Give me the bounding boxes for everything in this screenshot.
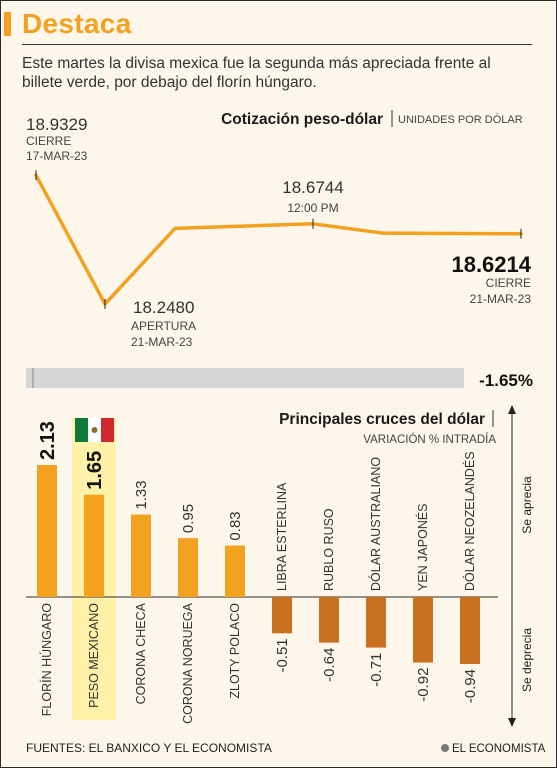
annotation-value-start: 18.9329 <box>26 115 87 134</box>
category-label-yen-japones: YEN JAPONÉS <box>415 503 430 591</box>
category-label-dolar-australiano: DÓLAR AUSTRALIANO <box>368 457 383 591</box>
change-percent: -1.65% <box>479 371 533 390</box>
arrow-up-icon <box>508 405 516 414</box>
category-label-libra-esterlina: LIBRA ESTERLINA <box>275 482 289 591</box>
annotation-date-start: 17-MAR-23 <box>26 149 88 163</box>
bar-series: 2.13 FLORÍN HÚNGARO 1.65 PESO MEXICANO 1.33 C… <box>37 421 480 724</box>
value-label-yen-japones: -0.92 <box>415 668 432 702</box>
annotation-label-start: CIERRE <box>26 134 71 148</box>
annotation-date-end: 21-MAR-23 <box>470 292 532 306</box>
appreciation-label: Se aprecia <box>520 476 534 534</box>
value-label-libra-esterlina: -0.51 <box>274 638 291 672</box>
header-title: Destaca <box>22 8 132 39</box>
category-label-peso-mexicano: PESO MEXICANO <box>87 603 101 708</box>
annotation-value-end: 18.6214 <box>451 252 531 277</box>
category-label-rublo-ruso: RUBLO RUSO <box>322 508 336 591</box>
annotation-value-midday: 18.6744 <box>282 178 343 197</box>
bar-florin-hungaro <box>37 465 57 597</box>
change-strip <box>26 368 464 388</box>
mexico-flag-icon <box>75 418 114 442</box>
value-label-corona-noruega: 0.95 <box>180 504 197 533</box>
line-chart-title: Cotización peso-dólar <box>221 111 383 128</box>
bar-zloty-polaco <box>225 545 245 597</box>
value-label-peso-mexicano: 1.65 <box>84 451 106 490</box>
bar-corona-noruega <box>178 538 198 597</box>
bar-rublo-ruso <box>319 597 339 643</box>
value-label-corona-checa: 1.33 <box>133 480 150 509</box>
subtitle-text: Este martes la divisa mexica fue la segu… <box>22 55 491 91</box>
footer-sources: FUENTES: EL BANXICO Y EL ECONOMISTA <box>26 741 272 755</box>
depreciation-label: Se deprecia <box>520 628 534 692</box>
bar-chart-subtitle: VARIACIÓN % INTRADÍA <box>363 433 496 446</box>
value-label-dolar-neozelandes: -0.94 <box>462 669 479 703</box>
line-chart-unit: UNIDADES POR DÓLAR <box>398 113 523 126</box>
bar-libra-esterlina <box>272 597 292 634</box>
category-label-dolar-neozelandes: DÓLAR NEOZELANDÉS <box>462 451 477 591</box>
bar-dolar-australiano <box>366 597 386 648</box>
annotation-label-midday: 12:00 PM <box>287 201 338 215</box>
bar-peso-mexicano <box>84 494 104 597</box>
footer-logo: EL ECONOMISTA <box>452 743 546 755</box>
category-label-zloty-polaco: ZLOTY POLACO <box>228 603 242 699</box>
annotation-label-low: APERTURA <box>131 319 196 333</box>
bar-corona-checa <box>131 514 151 597</box>
value-label-zloty-polaco: 0.83 <box>227 511 244 540</box>
annotation-value-low: 18.2480 <box>133 298 194 317</box>
header-accent-bar <box>4 12 11 36</box>
category-label-corona-noruega: CORONA NORUEGA <box>181 602 195 724</box>
bar-yen-japones <box>413 597 433 663</box>
annotation-label-end: CIERRE <box>486 276 531 290</box>
category-label-corona-checa: CORONA CHECA <box>134 602 148 704</box>
bar-chart-title: Principales cruces del dólar <box>279 411 485 428</box>
header-divider <box>22 44 532 45</box>
exchange-rate-line <box>34 173 523 306</box>
annotation-date-low: 21-MAR-23 <box>131 335 193 349</box>
category-label-florin-hungaro: FLORÍN HÚNGARO <box>39 603 54 716</box>
value-label-florin-hungaro: 2.13 <box>37 421 59 460</box>
bar-dolar-neozelandes <box>460 597 480 664</box>
value-label-rublo-ruso: -0.64 <box>321 648 338 682</box>
arrow-down-icon <box>508 718 516 727</box>
logo-globe-icon <box>441 744 449 752</box>
value-label-dolar-australiano: -0.71 <box>368 653 385 687</box>
